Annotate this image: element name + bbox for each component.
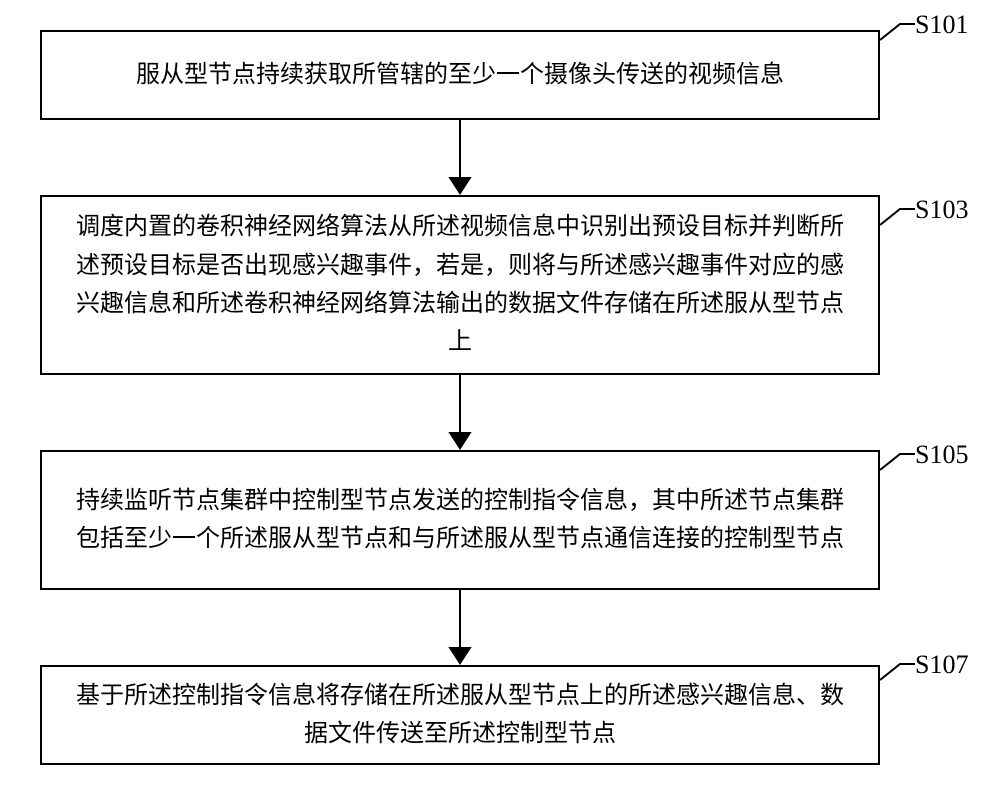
step-label-s101: S101	[915, 10, 968, 40]
step-text: 持续监听节点集群中控制型节点发送的控制指令信息，其中所述节点集群包括至少一个所述…	[72, 482, 848, 559]
step-label-s105: S105	[915, 440, 968, 470]
flowchart-canvas: 服从型节点持续获取所管辖的至少一个摄像头传送的视频信息 S101 调度内置的卷积神经…	[0, 0, 1000, 788]
flow-arrow	[446, 120, 474, 195]
step-box-s105: 持续监听节点集群中控制型节点发送的控制指令信息，其中所述节点集群包括至少一个所述…	[40, 450, 880, 590]
step-label-s107: S107	[915, 650, 968, 680]
step-text: 服从型节点持续获取所管辖的至少一个摄像头传送的视频信息	[136, 56, 784, 94]
flow-arrow	[446, 375, 474, 450]
callout-line	[878, 207, 917, 227]
callout-line	[878, 22, 917, 42]
step-label-s103: S103	[915, 195, 968, 225]
flow-arrow	[446, 590, 474, 665]
step-box-s107: 基于所述控制指令信息将存储在所述服从型节点上的所述感兴趣信息、数据文件传送至所述…	[40, 665, 880, 765]
callout-line	[878, 452, 917, 472]
step-box-s103: 调度内置的卷积神经网络算法从所述视频信息中识别出预设目标并判断所述预设目标是否出…	[40, 195, 880, 375]
step-text: 基于所述控制指令信息将存储在所述服从型节点上的所述感兴趣信息、数据文件传送至所述…	[72, 677, 848, 754]
step-text: 调度内置的卷积神经网络算法从所述视频信息中识别出预设目标并判断所述预设目标是否出…	[72, 208, 848, 362]
step-box-s101: 服从型节点持续获取所管辖的至少一个摄像头传送的视频信息	[40, 30, 880, 120]
callout-line	[878, 662, 917, 682]
